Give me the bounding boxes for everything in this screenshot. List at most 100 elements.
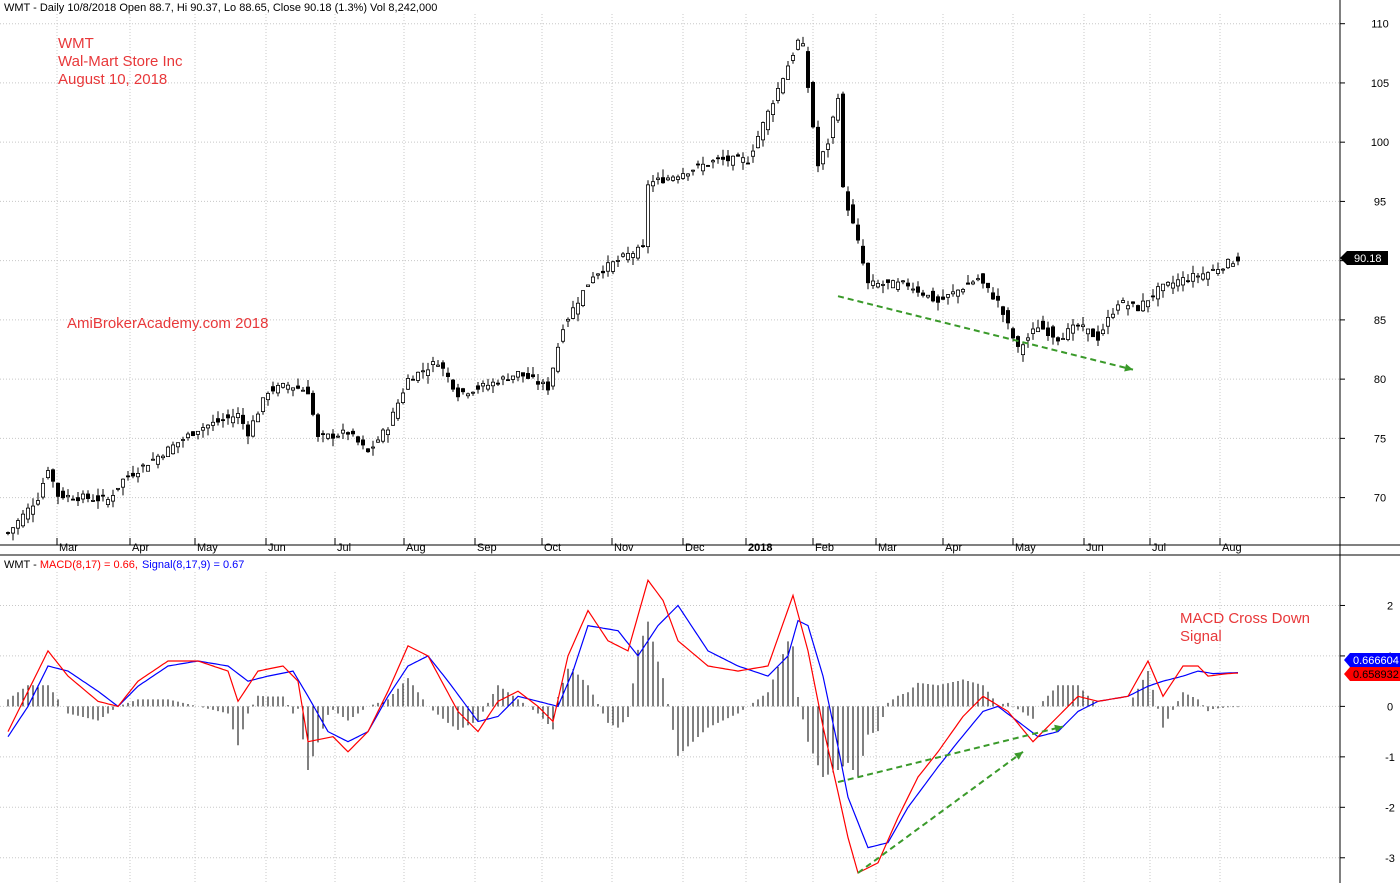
candle-body-110 [556,346,561,372]
candle-body-62 [315,414,320,437]
x-label-8: Nov [614,542,634,554]
candle-body-175 [881,284,886,286]
candle-body-41 [210,421,215,426]
candle-body-75 [380,429,385,442]
candle-body-65 [330,433,335,439]
candle-body-77 [390,411,395,426]
candle-body-71 [360,439,365,446]
x-label-1: Apr [132,542,149,554]
candle-body-106 [536,381,541,385]
candle-body-152 [766,110,771,131]
macd-header-prefix: WMT - [4,559,40,571]
annotation-signal: Signal [1180,628,1222,645]
candle-body-153 [771,103,776,115]
candle-body-120 [606,262,611,272]
x-label-11: Feb [815,542,834,554]
macd-ytick-0: 0 [1387,701,1393,713]
candle-body-150 [756,136,761,149]
candle-body-189 [951,291,956,295]
candle-body-243 [1221,268,1226,271]
candle-body-84 [425,369,430,376]
candle-body-216 [1086,328,1091,335]
candle-body-70 [355,436,360,443]
candle-body-140 [706,165,711,167]
candle-body-197 [991,292,996,300]
x-label-9: Dec [685,542,705,554]
candle-body-9 [51,469,56,482]
candle-body-8 [46,470,51,479]
macd-ytick--1: -1 [1385,752,1395,764]
candle-body-22 [116,487,121,490]
macd-ytick-2: 2 [1387,600,1393,612]
candle-body-123 [621,253,626,257]
candle-body-39 [200,427,205,431]
candle-body-163 [821,151,826,165]
candle-body-64 [325,433,330,439]
candle-body-30 [155,455,160,465]
candle-body-183 [921,292,926,296]
candle-body-105 [531,374,536,378]
candle-body-233 [1171,282,1176,289]
x-label-14: May [1015,542,1036,554]
candle-body-1 [10,527,15,534]
candle-body-47 [240,414,245,424]
x-label-0: Mar [59,542,78,554]
candle-body-158 [796,39,801,50]
candle-body-144 [726,155,731,162]
macd-histogram [7,621,1239,778]
candle-body-246 [1236,256,1241,262]
candle-body-78 [395,402,400,419]
candle-body-116 [586,284,591,287]
candle-body-238 [1196,275,1201,278]
candle-body-195 [981,273,986,284]
candle-body-115 [581,290,586,306]
price-ytick-100: 100 [1371,137,1389,149]
candle-body-209 [1051,326,1056,338]
last-price-label: 90.18 [1340,251,1388,265]
candle-body-56 [285,384,290,390]
candle-body-61 [310,392,315,415]
candle-body-132 [666,177,671,181]
candle-body-225 [1131,301,1136,304]
macd-value-label: 0.666604 [1344,653,1400,667]
price-ytick-70: 70 [1374,493,1386,505]
candle-body-174 [876,282,881,288]
x-label-10: 2018 [748,542,772,554]
candle-body-91 [460,388,465,393]
candle-body-37 [190,431,195,437]
candle-body-201 [1011,328,1016,339]
candle-body-51 [260,397,265,412]
candle-body-83 [420,370,425,373]
candle-body-229 [1151,295,1156,298]
candle-body-162 [816,126,821,167]
candle-body-63 [320,433,325,435]
candle-body-97 [490,381,495,387]
candle-body-0 [6,532,11,534]
candle-body-245 [1231,263,1236,267]
macd-ytick--3: -3 [1385,853,1395,865]
candle-body-208 [1046,327,1051,337]
candle-body-5 [30,505,35,515]
candle-body-32 [165,446,170,458]
candle-body-50 [255,413,260,423]
candle-body-161 [811,81,816,128]
candle-body-13 [71,498,76,501]
candle-body-111 [561,329,566,342]
candle-body-11 [61,490,66,499]
candle-body-69 [350,430,355,435]
candle-body-131 [661,177,666,184]
candle-body-59 [300,389,305,392]
candle-body-210 [1056,337,1061,342]
candle-body-134 [676,176,681,180]
candle-body-145 [731,155,736,166]
candle-body-166 [836,98,841,121]
candle-body-170 [856,224,861,241]
candle-body-193 [971,281,976,285]
candle-body-219 [1101,329,1106,335]
candle-body-227 [1141,300,1146,312]
candle-body-218 [1096,331,1101,341]
candle-body-102 [516,371,521,378]
candle-body-20 [106,499,111,505]
candle-body-87 [440,362,445,369]
